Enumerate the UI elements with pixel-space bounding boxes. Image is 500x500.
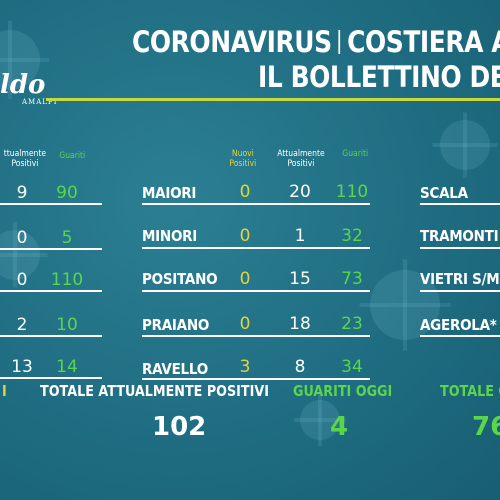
row-divider	[0, 377, 102, 379]
row-divider	[0, 248, 102, 250]
mid-header-nuovi: Nuovi Positivi	[229, 149, 257, 169]
town-name: POSITANO	[142, 270, 218, 288]
mid-guariti-4: 34	[341, 357, 363, 377]
title-underline	[46, 98, 500, 101]
left-attuali-0: 9	[16, 183, 28, 203]
left-attuali-2: 0	[16, 270, 28, 290]
left-guariti-2: 110	[50, 270, 84, 290]
left-guariti-0: 90	[56, 183, 78, 203]
row-divider	[420, 247, 500, 249]
town-name: PRAIANO	[142, 316, 210, 334]
left-attuali-3: 2	[16, 315, 28, 335]
town-name: MAIORI	[142, 184, 197, 202]
mid-nuovi-3: 0	[239, 314, 251, 334]
mid-header-attuali: Attualmente Positivi	[277, 149, 325, 169]
town-name: RAVELLO	[142, 360, 208, 378]
virus-decoration-icon	[0, 230, 40, 280]
row-divider	[142, 378, 370, 380]
totale-attuali-value: 102	[152, 412, 207, 442]
mid-attuali-2: 15	[289, 269, 311, 289]
left-header-attuali: ttualmente Positivi	[3, 149, 47, 169]
town-name: SCALA	[420, 184, 468, 202]
title-separator	[338, 30, 341, 54]
guariti-oggi-value: 4	[330, 412, 349, 442]
logo: ldo AMALFI	[0, 70, 58, 106]
row-divider	[142, 203, 370, 205]
page-subtitle: IL BOLLETTINO DE	[258, 60, 500, 94]
row-divider	[420, 290, 500, 292]
page-title: CORONAVIRUS COSTIERA A	[132, 25, 500, 59]
mid-nuovi-2: 0	[239, 269, 251, 289]
mid-attuali-3: 18	[289, 314, 311, 334]
row-divider	[142, 290, 370, 292]
mid-header-guariti: Guariti	[342, 149, 369, 159]
left-guariti-4: 14	[56, 357, 78, 377]
mid-guariti-0: 110	[335, 182, 369, 202]
mid-nuovi-0: 0	[239, 182, 251, 202]
row-divider	[0, 203, 102, 205]
totale-attuali-label: TOTALE ATTUALMENTE POSITIVI	[40, 382, 269, 400]
row-divider	[142, 335, 370, 337]
town-name: VIETRI S/M	[420, 270, 500, 288]
logo-text: ldo	[0, 70, 46, 100]
row-divider	[0, 335, 102, 337]
title-right: COSTIERA A	[347, 25, 500, 59]
row-divider	[420, 203, 500, 205]
title-left: CORONAVIRUS	[132, 25, 332, 59]
virus-decoration-icon	[370, 270, 440, 340]
town-name: AGEROLA*	[420, 316, 497, 334]
mid-attuali-1: 1	[294, 226, 306, 246]
left-guariti-1: 5	[61, 228, 73, 248]
logo-subtext: AMALFI	[22, 98, 58, 106]
virus-decoration-icon	[300, 400, 340, 440]
row-divider	[420, 335, 500, 337]
guariti-oggi-label: GUARITI OGGI	[293, 382, 393, 400]
left-guariti-3: 10	[56, 315, 78, 335]
mid-nuovi-4: 3	[239, 357, 251, 377]
town-name: TRAMONTI	[420, 227, 499, 245]
row-divider	[0, 290, 102, 292]
row-divider	[142, 247, 370, 249]
totale-guariti-label: TOTALE G	[440, 382, 500, 400]
mid-attuali-0: 20	[289, 182, 311, 202]
mid-guariti-2: 73	[341, 269, 363, 289]
virus-decoration-icon	[440, 120, 490, 170]
mid-guariti-3: 23	[341, 314, 363, 334]
mid-attuali-4: 8	[294, 357, 306, 377]
mid-guariti-1: 32	[341, 226, 363, 246]
left-header-guariti: Guariti	[59, 151, 86, 161]
footer-left-fragment: I	[2, 382, 7, 400]
left-attuali-1: 0	[16, 228, 28, 248]
mid-nuovi-1: 0	[239, 226, 251, 246]
town-name: MINORI	[142, 227, 198, 245]
totale-guariti-value: 76	[472, 412, 500, 442]
left-attuali-4: 13	[11, 357, 33, 377]
